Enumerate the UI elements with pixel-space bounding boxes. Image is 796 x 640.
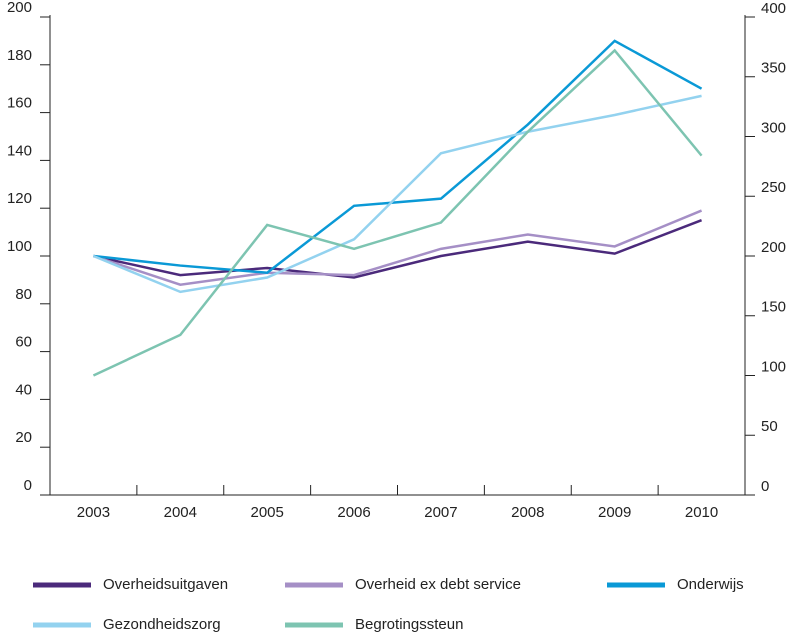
y-tick-label: 120 — [7, 190, 32, 207]
y-tick-label: 200 — [7, 0, 32, 16]
legend-label: Overheid ex debt service — [355, 576, 521, 593]
x-tick-label: 2006 — [337, 504, 370, 521]
y2-tick-label: 150 — [761, 299, 786, 316]
y-tick-label: 180 — [7, 47, 32, 64]
y2-tick-label: 300 — [761, 119, 786, 136]
y2-tick-label: 400 — [761, 0, 786, 17]
y2-tick-label: 100 — [761, 358, 786, 375]
y-tick-label: 140 — [7, 142, 32, 159]
x-tick-label: 2004 — [164, 504, 197, 521]
legend-label: Onderwijs — [677, 576, 744, 593]
y2-tick-label: 250 — [761, 179, 786, 196]
x-tick-label: 2005 — [251, 504, 284, 521]
y2-tick-label: 200 — [761, 239, 786, 256]
y-tick-label: 160 — [7, 95, 32, 112]
x-tick-label: 2007 — [424, 504, 457, 521]
legend-label: Overheidsuitgaven — [103, 576, 228, 593]
y-tick-label: 40 — [15, 381, 32, 398]
legend-label: Gezondheidszorg — [103, 616, 221, 633]
series-line — [93, 218, 703, 279]
series-line — [92, 94, 702, 294]
x-tick-label: 2010 — [685, 504, 718, 521]
y-tick-label: 0 — [24, 477, 32, 494]
x-tick-label: 2003 — [77, 504, 110, 521]
y-tick-label: 20 — [15, 429, 32, 446]
y-tick-label: 60 — [15, 334, 32, 351]
y-tick-label: 100 — [7, 238, 32, 255]
x-tick-label: 2008 — [511, 504, 544, 521]
y2-tick-label: 50 — [761, 418, 778, 435]
series-line — [93, 39, 703, 275]
series-line — [92, 48, 703, 377]
legend-label: Begrotingssteun — [355, 616, 463, 633]
y2-tick-label: 350 — [761, 60, 786, 77]
x-tick-label: 2009 — [598, 504, 631, 521]
series-line — [93, 209, 703, 286]
y2-tick-label: 0 — [761, 478, 769, 495]
y-tick-label: 80 — [15, 286, 32, 303]
